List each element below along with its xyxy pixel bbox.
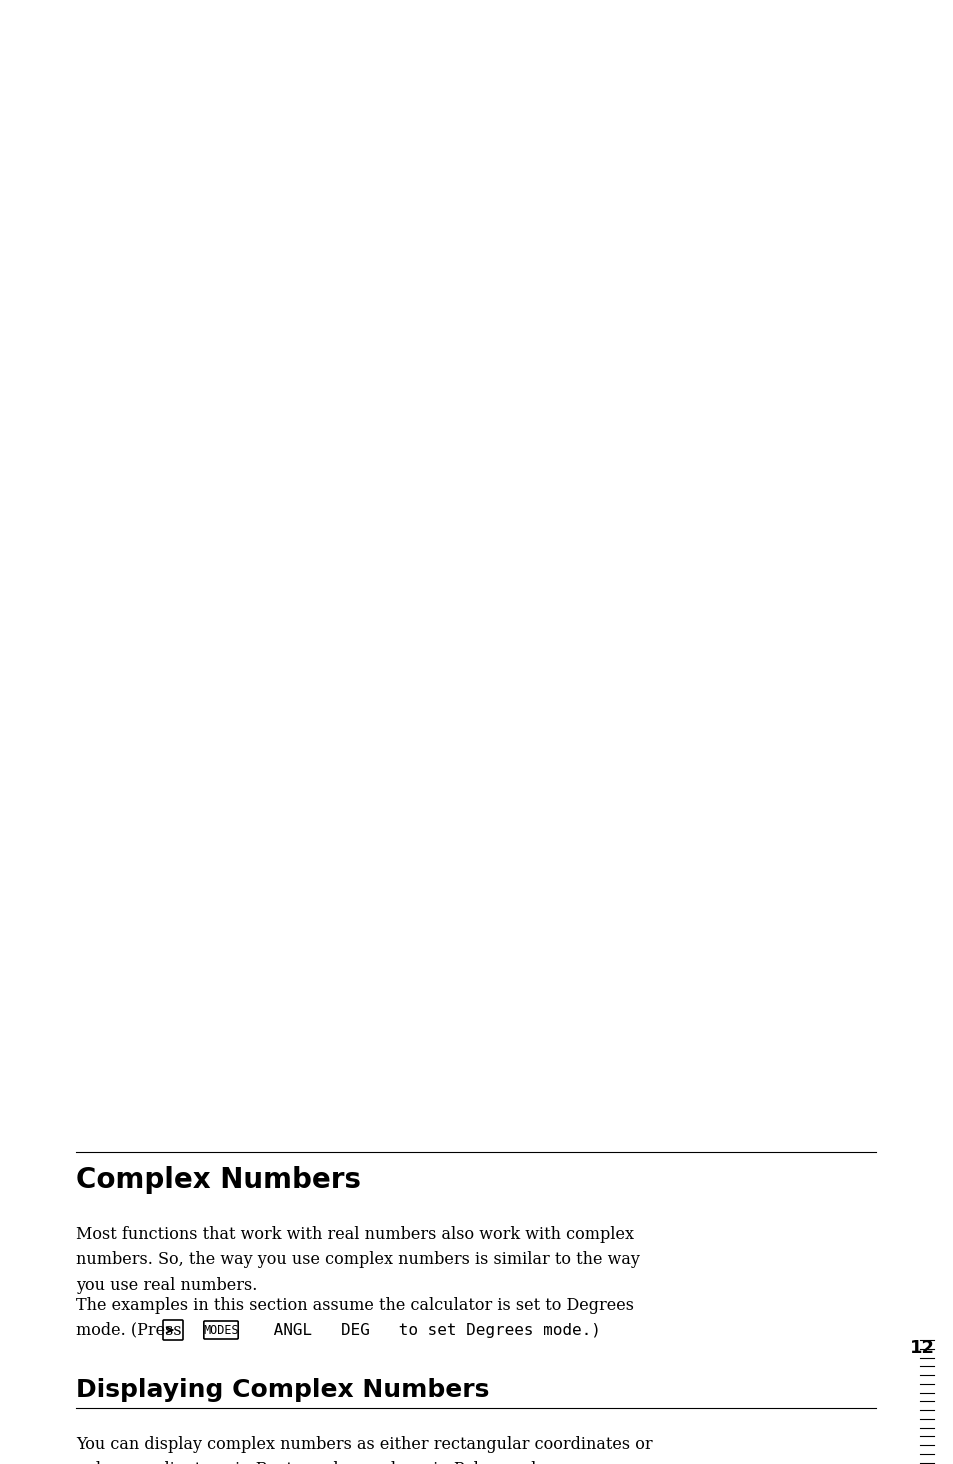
FancyBboxPatch shape: [204, 1321, 238, 1340]
Text: Displaying Complex Numbers: Displaying Complex Numbers: [76, 1378, 489, 1403]
Text: The examples in this section assume the calculator is set to Degrees: The examples in this section assume the …: [76, 1297, 634, 1315]
Text: mode. (Press: mode. (Press: [76, 1322, 187, 1338]
Text: MODES: MODES: [203, 1323, 238, 1337]
Text: Most functions that work with real numbers also work with complex
numbers. So, t: Most functions that work with real numbe…: [76, 1225, 639, 1294]
Text: ANGL   DEG   to set Degrees mode.): ANGL DEG to set Degrees mode.): [264, 1322, 600, 1338]
Text: 12: 12: [909, 1340, 934, 1357]
Text: You can display complex numbers as either rectangular coordinates or
polar coord: You can display complex numbers as eithe…: [76, 1436, 652, 1464]
FancyBboxPatch shape: [163, 1321, 183, 1340]
Text: Complex Numbers: Complex Numbers: [76, 1165, 360, 1195]
